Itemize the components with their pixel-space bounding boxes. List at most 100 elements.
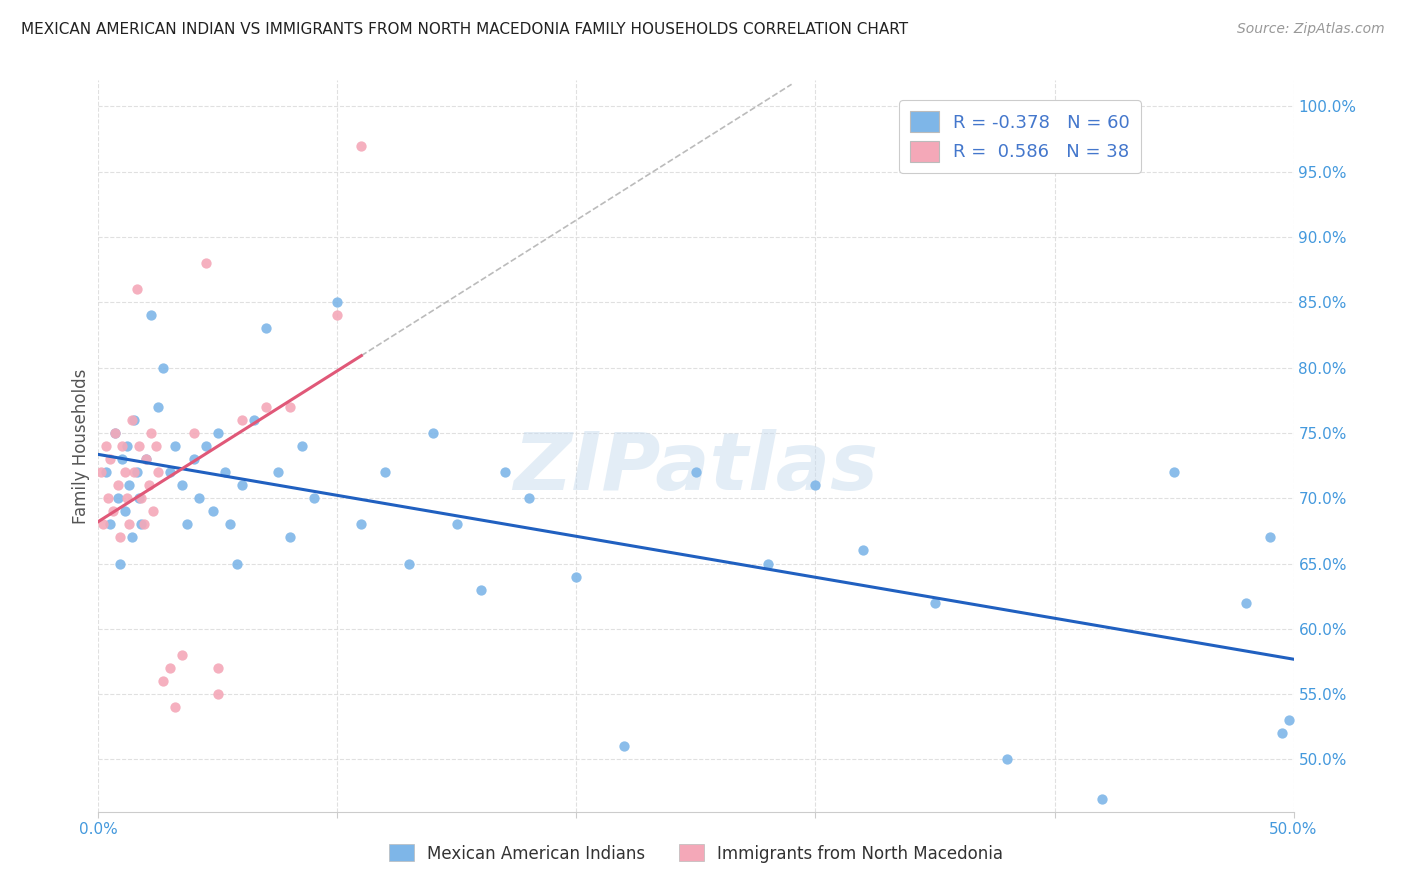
Text: ZIPatlas: ZIPatlas xyxy=(513,429,879,507)
Point xyxy=(756,557,779,571)
Y-axis label: Family Households: Family Households xyxy=(72,368,90,524)
Point xyxy=(374,465,396,479)
Point xyxy=(138,478,160,492)
Point xyxy=(613,739,636,754)
Point xyxy=(226,557,249,571)
Point xyxy=(804,478,827,492)
Point xyxy=(195,256,218,270)
Point xyxy=(326,309,349,323)
Point xyxy=(101,504,124,518)
Point xyxy=(148,465,170,479)
Point xyxy=(90,465,112,479)
Point xyxy=(176,517,198,532)
Point xyxy=(350,138,373,153)
Point xyxy=(124,413,146,427)
Point xyxy=(152,360,174,375)
Point xyxy=(207,661,229,675)
Point xyxy=(565,569,588,583)
Legend: Mexican American Indians, Immigrants from North Macedonia: Mexican American Indians, Immigrants fro… xyxy=(382,838,1010,869)
Point xyxy=(422,425,444,440)
Point xyxy=(254,321,277,335)
Point xyxy=(995,752,1018,766)
Point xyxy=(517,491,540,506)
Point xyxy=(98,452,122,467)
Point xyxy=(91,517,114,532)
Point xyxy=(398,557,420,571)
Point xyxy=(142,504,165,518)
Point xyxy=(254,400,277,414)
Point xyxy=(1234,596,1257,610)
Point xyxy=(159,465,181,479)
Point xyxy=(163,439,186,453)
Point xyxy=(104,425,127,440)
Point xyxy=(852,543,875,558)
Point xyxy=(183,452,205,467)
Point xyxy=(231,478,253,492)
Point xyxy=(214,465,236,479)
Point xyxy=(183,425,205,440)
Point xyxy=(121,413,143,427)
Point xyxy=(446,517,468,532)
Point xyxy=(278,530,301,544)
Point xyxy=(108,530,131,544)
Point xyxy=(135,452,157,467)
Point xyxy=(125,465,148,479)
Point xyxy=(1258,530,1281,544)
Point xyxy=(97,491,120,506)
Point xyxy=(139,309,162,323)
Point xyxy=(470,582,492,597)
Point xyxy=(202,504,225,518)
Point xyxy=(131,517,153,532)
Point xyxy=(125,282,148,296)
Point xyxy=(350,517,373,532)
Point xyxy=(135,452,157,467)
Text: MEXICAN AMERICAN INDIAN VS IMMIGRANTS FROM NORTH MACEDONIA FAMILY HOUSEHOLDS COR: MEXICAN AMERICAN INDIAN VS IMMIGRANTS FR… xyxy=(21,22,908,37)
Point xyxy=(207,687,229,701)
Point xyxy=(94,439,117,453)
Point xyxy=(1163,465,1185,479)
Point xyxy=(108,557,131,571)
Point xyxy=(139,425,162,440)
Point xyxy=(163,700,186,714)
Point xyxy=(243,413,266,427)
Point xyxy=(132,517,155,532)
Point xyxy=(111,439,134,453)
Point xyxy=(924,596,946,610)
Point xyxy=(104,425,127,440)
Point xyxy=(94,465,117,479)
Point xyxy=(219,517,242,532)
Point xyxy=(172,648,194,662)
Point xyxy=(1278,714,1301,728)
Point xyxy=(131,491,153,506)
Point xyxy=(187,491,209,506)
Point xyxy=(231,413,253,427)
Point xyxy=(148,400,170,414)
Point xyxy=(302,491,325,506)
Point xyxy=(115,491,138,506)
Point xyxy=(145,439,167,453)
Point xyxy=(128,491,150,506)
Point xyxy=(159,661,181,675)
Point xyxy=(207,425,229,440)
Point xyxy=(111,452,134,467)
Point xyxy=(115,439,138,453)
Point xyxy=(278,400,301,414)
Point xyxy=(118,478,141,492)
Point xyxy=(118,517,141,532)
Point xyxy=(128,439,150,453)
Point xyxy=(494,465,516,479)
Point xyxy=(685,465,707,479)
Text: Source: ZipAtlas.com: Source: ZipAtlas.com xyxy=(1237,22,1385,37)
Point xyxy=(326,295,349,310)
Point xyxy=(114,504,136,518)
Point xyxy=(172,478,194,492)
Point xyxy=(1091,791,1114,805)
Point xyxy=(98,517,122,532)
Point xyxy=(114,465,136,479)
Point xyxy=(152,674,174,689)
Point xyxy=(107,478,129,492)
Point xyxy=(291,439,314,453)
Point xyxy=(267,465,290,479)
Point xyxy=(195,439,218,453)
Point xyxy=(1271,726,1294,740)
